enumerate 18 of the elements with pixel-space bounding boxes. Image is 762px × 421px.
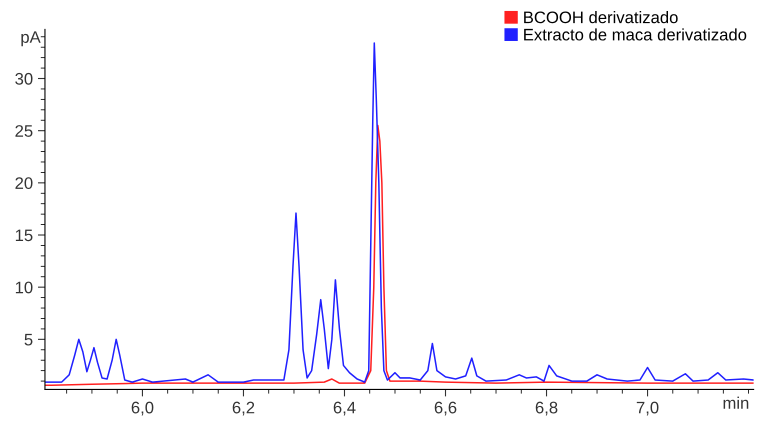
x-tick-label: 6,4	[334, 402, 356, 416]
y-tick-label: 15	[16, 230, 32, 242]
x-axis-title: min	[724, 396, 748, 409]
x-tick-label: 6,0	[132, 402, 154, 416]
y-tick-label: 25	[15, 125, 32, 137]
x-tick-label: 6,6	[434, 402, 456, 416]
x-tick-label: 6,8	[536, 402, 558, 416]
line-series	[44, 42, 754, 383]
y-axis-title: pA	[21, 31, 41, 46]
y-tick-label: 5	[24, 334, 32, 346]
legend-label: Extracto de maca derivatizado	[524, 28, 746, 41]
legend-label: BCOOH derivatizado	[524, 11, 678, 24]
y-tick-label: 10	[16, 282, 32, 294]
x-tick-label: 6,2	[232, 402, 254, 416]
x-tick-label: 7,0	[636, 402, 658, 416]
y-tick-label: 30	[15, 72, 32, 85]
y-tick-label: 20	[15, 177, 32, 190]
line-series	[44, 124, 754, 386]
